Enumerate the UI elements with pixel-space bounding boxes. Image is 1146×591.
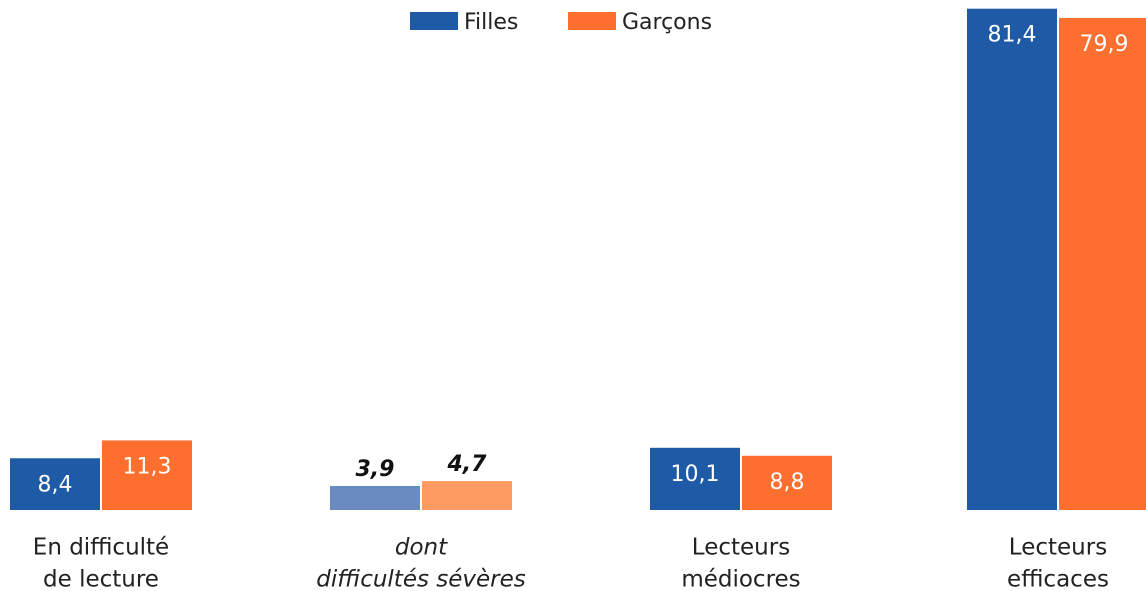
bar — [10, 458, 100, 510]
value-label: 3,9 — [356, 457, 395, 482]
x-tick-label: de lecture — [43, 567, 159, 591]
value-label: 10,1 — [671, 462, 720, 487]
value-label: 81,4 — [988, 23, 1037, 48]
bar — [1059, 17, 1146, 511]
value-label: 11,3 — [123, 454, 172, 479]
bar — [967, 8, 1057, 510]
bar — [330, 485, 420, 510]
bar — [742, 455, 832, 510]
x-tick-label: dont — [395, 535, 448, 561]
legend-swatch — [568, 12, 616, 30]
value-label: 4,7 — [447, 452, 488, 477]
x-tick-label: efficaces — [1007, 567, 1109, 591]
x-tick-label: médiocres — [681, 567, 800, 591]
bar — [650, 447, 740, 510]
value-label: 8,8 — [770, 470, 805, 495]
bar — [102, 440, 192, 510]
bar — [422, 481, 512, 510]
x-tick-label: difficultés sévères — [316, 567, 526, 591]
legend-swatch — [410, 12, 458, 30]
value-label: 79,9 — [1080, 32, 1129, 57]
x-tick-label: En difficulté — [33, 535, 169, 561]
x-tick-label: Lecteurs — [692, 535, 790, 561]
legend-label: Filles — [464, 10, 518, 35]
legend-label: Garçons — [622, 10, 712, 35]
value-label: 8,4 — [38, 472, 73, 497]
x-tick-label: Lecteurs — [1009, 535, 1107, 561]
